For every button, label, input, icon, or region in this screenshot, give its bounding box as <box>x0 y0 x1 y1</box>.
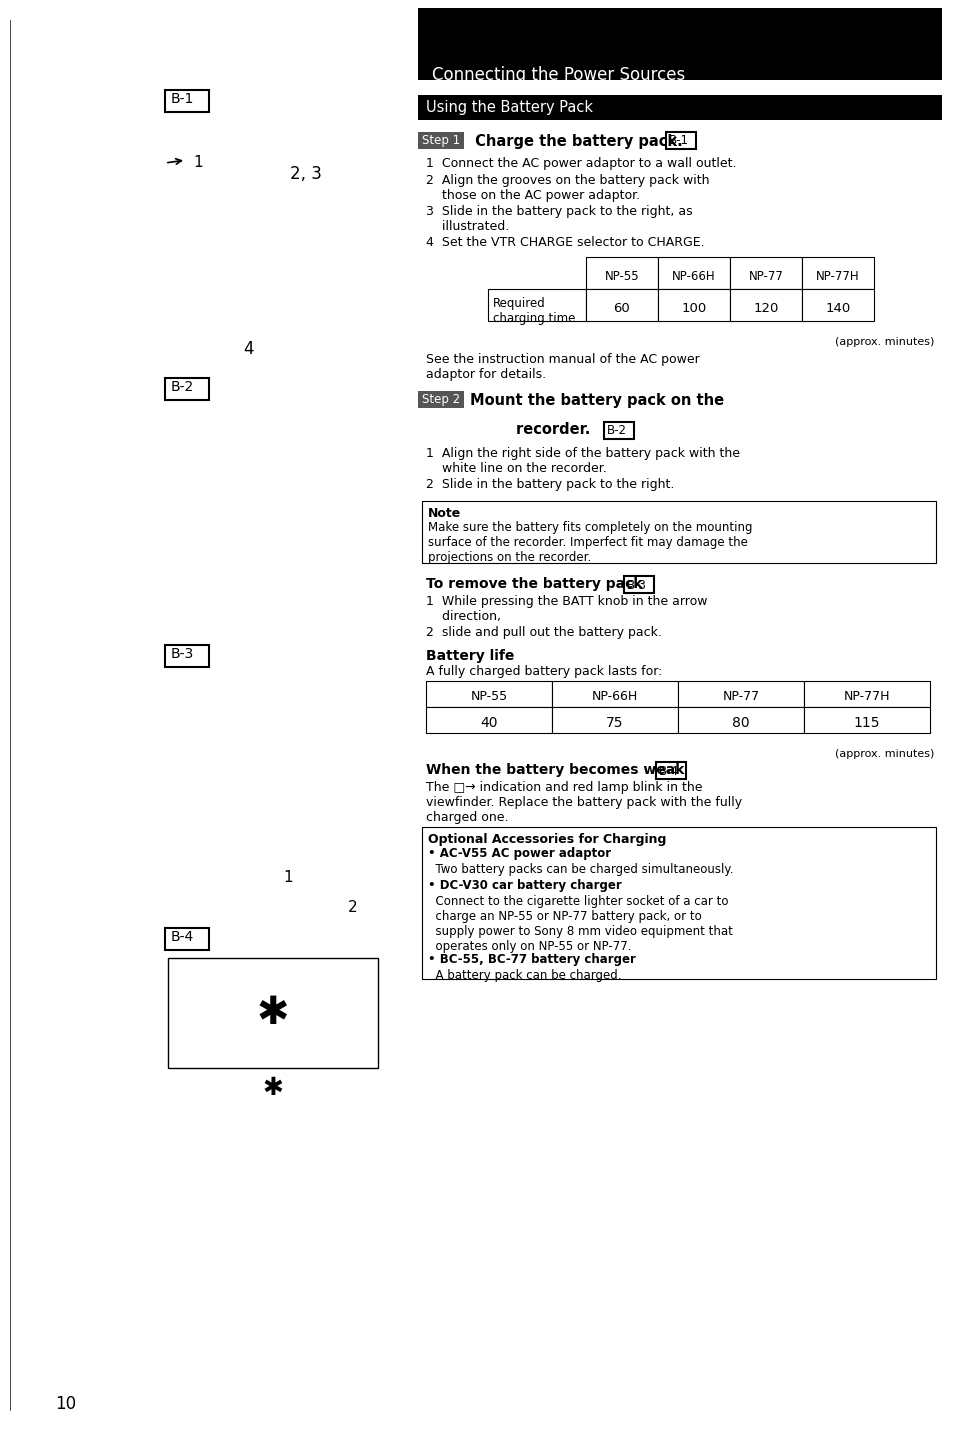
Bar <box>552 682 678 707</box>
Text: When the battery becomes weak: When the battery becomes weak <box>426 764 694 777</box>
Bar <box>803 682 929 707</box>
Text: NP-66H: NP-66H <box>591 690 638 703</box>
Bar <box>603 421 634 439</box>
Bar <box>426 707 552 733</box>
Bar <box>801 289 873 321</box>
Text: B-1: B-1 <box>171 92 194 106</box>
Text: A battery pack can be charged.: A battery pack can be charged. <box>428 969 620 982</box>
Text: Note: Note <box>428 508 460 521</box>
Text: Make sure the battery fits completely on the mounting
surface of the recorder. I: Make sure the battery fits completely on… <box>428 521 752 564</box>
Text: Two battery packs can be charged simultaneously.: Two battery packs can be charged simulta… <box>428 863 733 876</box>
Text: 1: 1 <box>283 870 293 884</box>
Text: Mount the battery pack on the: Mount the battery pack on the <box>470 393 723 408</box>
Bar <box>803 707 929 733</box>
Bar <box>165 378 209 400</box>
Text: 1  Align the right side of the battery pack with the
    white line on the recor: 1 Align the right side of the battery pa… <box>426 447 740 475</box>
Bar <box>585 257 658 289</box>
Bar <box>417 9 941 81</box>
Bar <box>656 762 685 779</box>
Text: 75: 75 <box>605 716 623 731</box>
Bar <box>623 577 654 592</box>
Text: Connecting the Power Sources: Connecting the Power Sources <box>432 66 684 83</box>
Bar <box>658 289 729 321</box>
Bar <box>165 646 209 667</box>
Text: B-1: B-1 <box>668 134 688 147</box>
Text: A fully charged battery pack lasts for:: A fully charged battery pack lasts for: <box>426 664 661 677</box>
Bar <box>168 958 377 1068</box>
Text: ✱: ✱ <box>256 994 289 1032</box>
Text: To remove the battery pack: To remove the battery pack <box>426 577 652 591</box>
Text: B-4: B-4 <box>171 930 194 943</box>
Bar <box>665 132 696 150</box>
Text: Required
charging time: Required charging time <box>493 298 575 325</box>
Text: 3  Slide in the battery pack to the right, as
    illustrated.: 3 Slide in the battery pack to the right… <box>426 206 692 233</box>
Bar <box>729 257 801 289</box>
Bar <box>488 289 585 321</box>
Text: NP-77: NP-77 <box>721 690 759 703</box>
Text: NP-77H: NP-77H <box>816 269 859 282</box>
Bar <box>678 707 803 733</box>
Text: 2  Align the grooves on the battery pack with
    those on the AC power adaptor.: 2 Align the grooves on the battery pack … <box>426 174 709 201</box>
Text: (approx. minutes): (approx. minutes) <box>834 336 933 347</box>
Text: Battery life: Battery life <box>426 649 514 663</box>
Text: 1: 1 <box>193 155 202 170</box>
Text: 10: 10 <box>55 1395 76 1414</box>
Text: 120: 120 <box>753 302 778 315</box>
Text: 60: 60 <box>613 302 630 315</box>
Text: B-3: B-3 <box>171 647 194 661</box>
Text: 2  slide and pull out the battery pack.: 2 slide and pull out the battery pack. <box>426 626 661 638</box>
Text: • AC-V55 AC power adaptor: • AC-V55 AC power adaptor <box>428 847 611 860</box>
Text: 1  While pressing the BATT knob in the arrow
    direction,: 1 While pressing the BATT knob in the ar… <box>426 595 707 623</box>
Bar <box>552 707 678 733</box>
Bar <box>417 95 941 119</box>
Text: B-3: B-3 <box>626 580 646 592</box>
Text: NP-55: NP-55 <box>604 269 639 282</box>
Text: (approx. minutes): (approx. minutes) <box>834 749 933 759</box>
Bar <box>426 682 552 707</box>
Bar <box>421 500 935 564</box>
Text: NP-55: NP-55 <box>470 690 507 703</box>
Text: NP-77: NP-77 <box>748 269 782 282</box>
Text: 2, 3: 2, 3 <box>290 165 321 183</box>
Text: Charge the battery pack.: Charge the battery pack. <box>470 134 687 150</box>
Text: • BC-55, BC-77 battery charger: • BC-55, BC-77 battery charger <box>428 953 636 966</box>
Text: 1  Connect the AC power adaptor to a wall outlet.: 1 Connect the AC power adaptor to a wall… <box>426 157 736 170</box>
Text: 140: 140 <box>824 302 850 315</box>
Text: B-4: B-4 <box>659 765 679 778</box>
Bar <box>165 928 209 951</box>
Text: B-2: B-2 <box>171 380 194 394</box>
Text: B-2: B-2 <box>606 424 626 437</box>
Text: Optional Accessories for Charging: Optional Accessories for Charging <box>428 833 666 846</box>
Text: Using the Battery Pack: Using the Battery Pack <box>426 101 593 115</box>
Text: NP-77H: NP-77H <box>842 690 889 703</box>
Text: Step 2: Step 2 <box>421 393 459 406</box>
Text: • DC-V30 car battery charger: • DC-V30 car battery charger <box>428 879 621 892</box>
Text: See the instruction manual of the AC power
adaptor for details.: See the instruction manual of the AC pow… <box>426 352 699 381</box>
Bar <box>729 289 801 321</box>
Text: Connect to the cigarette lighter socket of a car to
  charge an NP-55 or NP-77 b: Connect to the cigarette lighter socket … <box>428 894 732 953</box>
Text: 4  Set the VTR CHARGE selector to CHARGE.: 4 Set the VTR CHARGE selector to CHARGE. <box>426 236 704 249</box>
Text: 80: 80 <box>731 716 749 731</box>
Bar <box>417 391 463 408</box>
Bar <box>421 827 935 979</box>
Text: 2  Slide in the battery pack to the right.: 2 Slide in the battery pack to the right… <box>426 477 674 490</box>
Text: Step 1: Step 1 <box>421 134 459 147</box>
Text: 40: 40 <box>479 716 497 731</box>
Bar <box>658 257 729 289</box>
Text: 100: 100 <box>680 302 706 315</box>
Text: recorder.: recorder. <box>516 421 595 437</box>
Text: ✱: ✱ <box>262 1076 283 1100</box>
Bar <box>165 91 209 112</box>
Text: 115: 115 <box>853 716 880 731</box>
Bar <box>801 257 873 289</box>
Text: The □→ indication and red lamp blink in the
viewfinder. Replace the battery pack: The □→ indication and red lamp blink in … <box>426 781 741 824</box>
Text: NP-66H: NP-66H <box>672 269 715 282</box>
Text: 2: 2 <box>348 900 357 915</box>
Bar <box>417 132 463 150</box>
Text: 4: 4 <box>243 339 253 358</box>
Bar <box>678 682 803 707</box>
Bar <box>585 289 658 321</box>
